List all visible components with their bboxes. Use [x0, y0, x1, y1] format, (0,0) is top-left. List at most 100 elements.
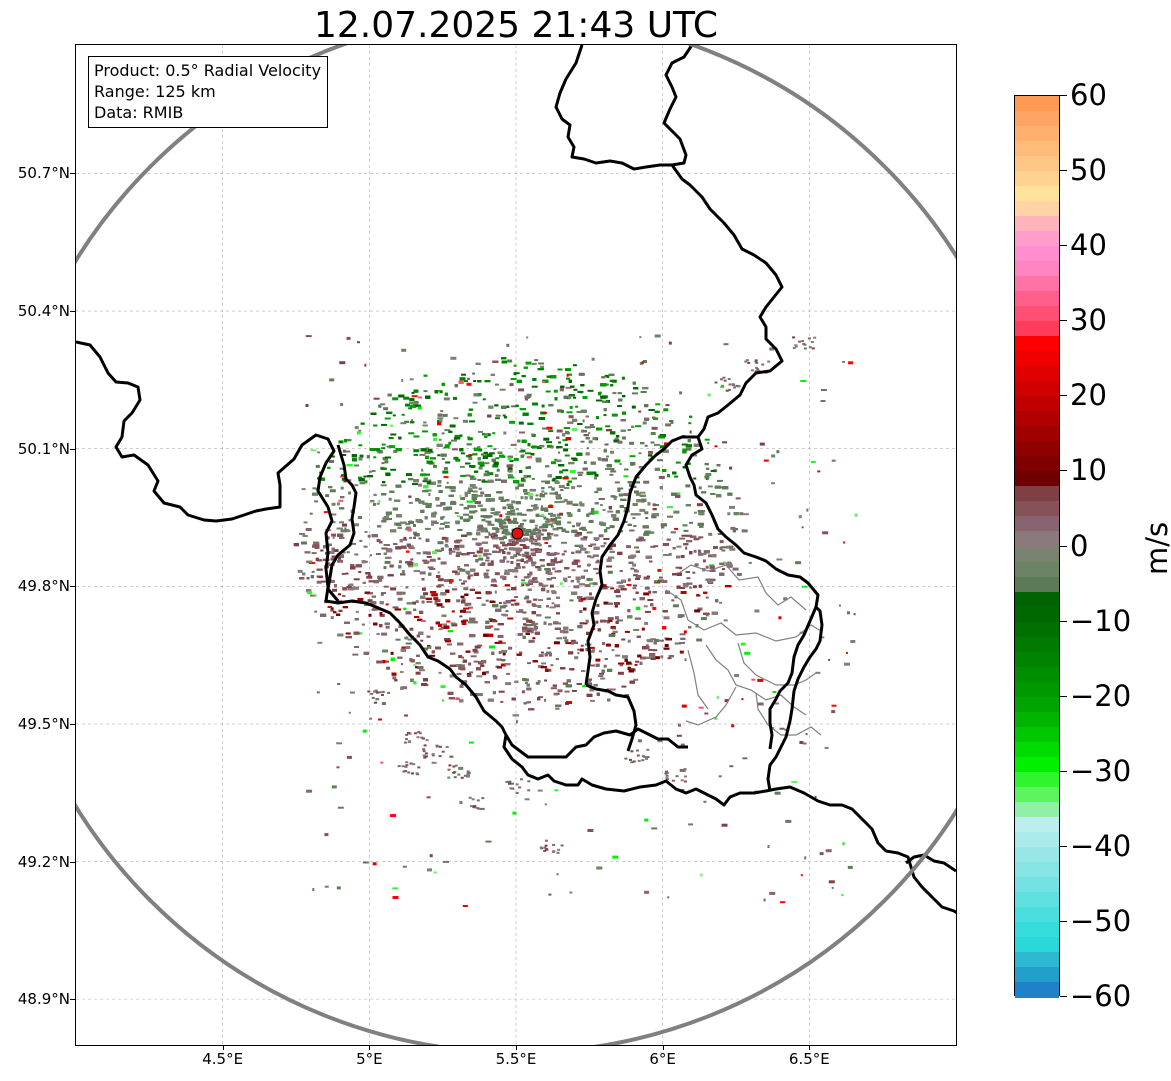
echo-pixel — [529, 534, 534, 537]
echo-pixel — [409, 627, 414, 631]
echo-pixel — [629, 663, 633, 666]
echo-pixel — [653, 649, 658, 652]
echo-pixel — [589, 688, 595, 692]
echo-pixel — [468, 487, 472, 490]
echo-pixel — [530, 446, 537, 449]
echo-pixel — [518, 554, 522, 556]
echo-pixel — [472, 401, 478, 404]
echo-pixel — [449, 581, 453, 584]
echo-pixel — [444, 429, 451, 432]
echo-pixel — [368, 613, 372, 617]
echo-pixel — [607, 570, 613, 574]
echo-pixel — [547, 668, 552, 672]
echo-pixel — [420, 639, 424, 642]
echo-pixel — [669, 420, 674, 423]
echo-pixel — [554, 458, 558, 461]
echo-pixel — [551, 461, 556, 465]
echo-pixel — [429, 558, 436, 562]
echo-pixel — [627, 639, 631, 643]
echo-pixel — [443, 446, 450, 449]
echo-pixel — [341, 454, 347, 456]
echo-pixel — [437, 541, 444, 545]
echo-pixel — [705, 565, 709, 569]
echo-pixel — [345, 450, 351, 453]
echo-pixel — [381, 592, 387, 594]
echo-pixel — [442, 413, 448, 417]
echo-pixel — [683, 529, 689, 532]
echo-pixel — [603, 601, 609, 605]
echo-pixel — [428, 479, 432, 483]
echo-pixel — [569, 599, 574, 602]
echo-pixel — [688, 422, 692, 425]
echo-pixel — [516, 563, 521, 566]
echo-pixel — [705, 478, 709, 481]
echo-pixel — [604, 443, 609, 446]
echo-pixel — [697, 549, 701, 553]
echo-pixel — [353, 578, 360, 581]
echo-pixel — [617, 405, 623, 408]
echo-pixel — [566, 483, 570, 487]
echo-pixel — [705, 473, 712, 476]
echo-pixel — [635, 492, 641, 496]
echo-pixel — [543, 437, 550, 441]
echo-pixel — [554, 552, 560, 555]
echo-pixel — [495, 457, 500, 460]
echo-pixel — [557, 561, 562, 564]
echo-pixel — [508, 646, 513, 650]
echo-pixel — [385, 474, 391, 477]
echo-pixel — [610, 470, 617, 473]
echo-pixel — [525, 551, 529, 554]
echo-pixel — [309, 512, 313, 515]
echo-pixel — [493, 448, 497, 451]
echo-pixel — [332, 549, 339, 553]
echo-pixel — [367, 534, 371, 538]
echo-pixel — [339, 467, 344, 470]
echo-pixel — [723, 561, 726, 564]
echo-pixel — [615, 588, 620, 591]
echo-pixel — [539, 515, 544, 518]
echo-pixel — [510, 556, 515, 559]
echo-pixel — [674, 527, 679, 530]
echo-pixel — [476, 675, 483, 678]
echo-pixel — [691, 454, 698, 457]
echo-pixel — [331, 502, 336, 506]
echo-pixel — [448, 551, 452, 555]
echo-pixel — [474, 645, 481, 649]
echo-pixel — [700, 617, 707, 621]
echo-pixel — [611, 649, 615, 652]
echo-pixel — [562, 439, 568, 442]
echo-pixel — [467, 436, 471, 440]
echo-pixel — [590, 543, 597, 546]
echo-pixel — [499, 524, 503, 528]
echo-pixel — [607, 617, 614, 621]
echo-pixel — [542, 525, 549, 529]
echo-pixel — [615, 654, 621, 657]
echo-pixel — [586, 531, 593, 534]
echo-pixel — [610, 450, 614, 454]
echo-pixel — [564, 690, 570, 693]
echo-pixel — [357, 597, 364, 601]
echo-pixel — [498, 640, 503, 644]
echo-pixel — [542, 412, 547, 414]
echo-pixel — [605, 425, 611, 428]
echo-pixel — [565, 368, 571, 372]
radar-map[interactable] — [76, 45, 956, 1045]
echo-pixel — [383, 407, 389, 411]
echo-pixel — [484, 470, 489, 473]
echo-pixel — [440, 626, 444, 630]
echo-pixel — [653, 656, 660, 660]
echo-pixel — [465, 611, 471, 614]
echo-pixel — [493, 585, 498, 587]
echo-pixel — [454, 512, 459, 514]
echo-pixel — [311, 570, 315, 573]
echo-pixel — [330, 609, 335, 612]
echo-pixel — [580, 644, 584, 647]
echo-pixel — [598, 534, 604, 538]
echo-pixel — [589, 592, 592, 596]
echo-pixel — [381, 447, 386, 450]
echo-pixel — [525, 452, 532, 455]
echo-pixel — [487, 472, 494, 476]
echo-pixel — [456, 672, 462, 675]
echo-pixel — [434, 601, 438, 605]
echo-pixel — [415, 600, 419, 604]
